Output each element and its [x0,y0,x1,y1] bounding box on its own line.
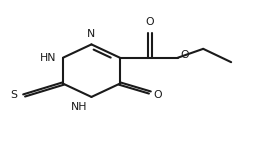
Text: NH: NH [71,102,88,112]
Text: N: N [87,29,96,39]
Text: S: S [10,90,17,100]
Text: HN: HN [39,53,56,63]
Text: O: O [146,17,154,27]
Text: O: O [181,50,189,60]
Text: O: O [154,90,162,100]
